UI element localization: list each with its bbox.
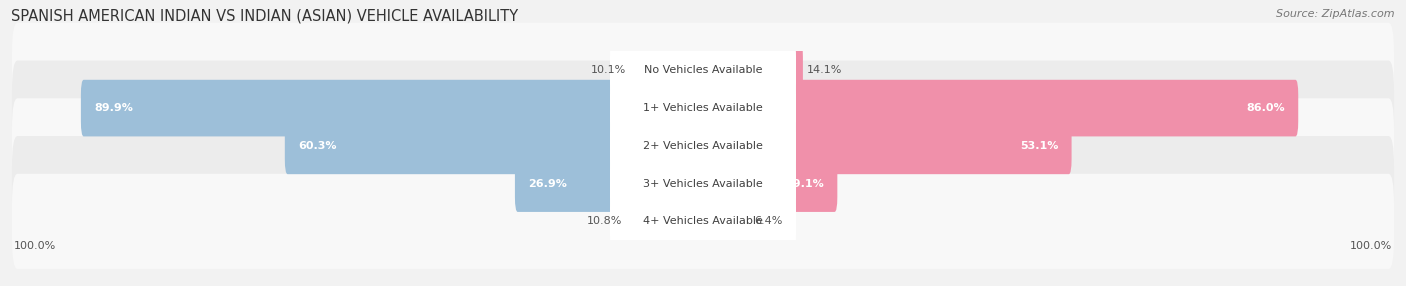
FancyBboxPatch shape (610, 152, 796, 216)
Text: No Vehicles Available: No Vehicles Available (644, 65, 762, 75)
FancyBboxPatch shape (700, 193, 749, 250)
Text: 4+ Vehicles Available: 4+ Vehicles Available (643, 217, 763, 226)
FancyBboxPatch shape (610, 38, 796, 102)
FancyBboxPatch shape (610, 114, 796, 178)
Text: 14.1%: 14.1% (807, 65, 842, 75)
Text: 100.0%: 100.0% (1350, 241, 1392, 251)
Text: 10.8%: 10.8% (586, 217, 621, 226)
FancyBboxPatch shape (631, 42, 706, 99)
FancyBboxPatch shape (626, 193, 706, 250)
FancyBboxPatch shape (13, 23, 1393, 118)
FancyBboxPatch shape (610, 189, 796, 253)
Text: 19.1%: 19.1% (786, 179, 824, 188)
FancyBboxPatch shape (13, 174, 1393, 269)
Text: 6.4%: 6.4% (754, 217, 782, 226)
FancyBboxPatch shape (13, 98, 1393, 193)
Text: 26.9%: 26.9% (529, 179, 567, 188)
FancyBboxPatch shape (285, 118, 706, 174)
Text: 1+ Vehicles Available: 1+ Vehicles Available (643, 103, 763, 113)
FancyBboxPatch shape (700, 155, 838, 212)
Text: 2+ Vehicles Available: 2+ Vehicles Available (643, 141, 763, 151)
Text: 89.9%: 89.9% (94, 103, 132, 113)
Text: 3+ Vehicles Available: 3+ Vehicles Available (643, 179, 763, 188)
Text: 60.3%: 60.3% (298, 141, 336, 151)
FancyBboxPatch shape (700, 80, 1298, 136)
FancyBboxPatch shape (82, 80, 706, 136)
Text: Source: ZipAtlas.com: Source: ZipAtlas.com (1277, 9, 1395, 19)
FancyBboxPatch shape (700, 42, 803, 99)
Text: SPANISH AMERICAN INDIAN VS INDIAN (ASIAN) VEHICLE AVAILABILITY: SPANISH AMERICAN INDIAN VS INDIAN (ASIAN… (11, 9, 519, 23)
Text: 100.0%: 100.0% (14, 241, 56, 251)
Text: 10.1%: 10.1% (592, 65, 627, 75)
FancyBboxPatch shape (13, 61, 1393, 156)
FancyBboxPatch shape (610, 76, 796, 140)
FancyBboxPatch shape (515, 155, 706, 212)
Text: 86.0%: 86.0% (1247, 103, 1285, 113)
Text: 53.1%: 53.1% (1021, 141, 1059, 151)
FancyBboxPatch shape (700, 118, 1071, 174)
FancyBboxPatch shape (13, 136, 1393, 231)
